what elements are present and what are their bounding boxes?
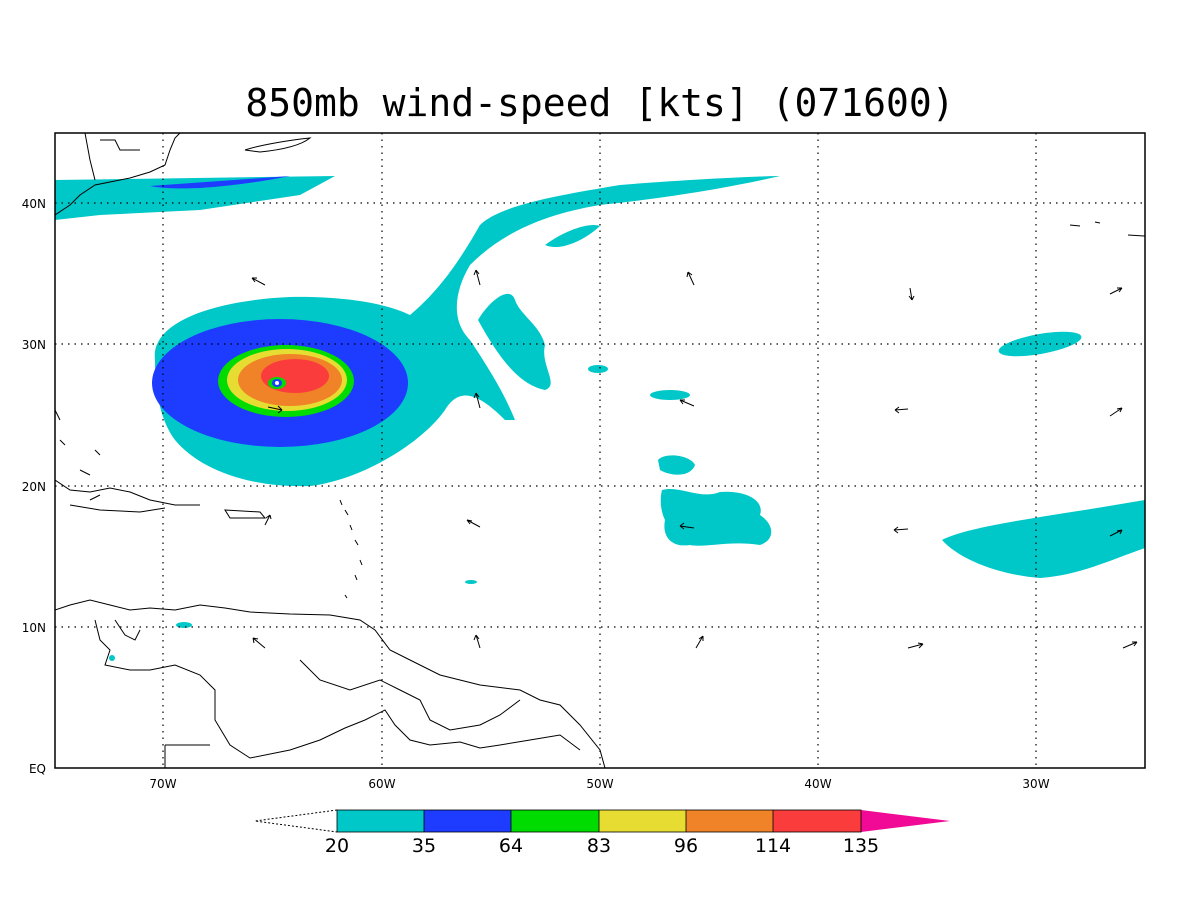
colorbar-swatch — [686, 810, 773, 832]
y-axis-labels: 40N 30N 20N 10N EQ — [22, 197, 46, 776]
colorbar-high-triangle — [861, 810, 950, 832]
y-tick-label: 20N — [22, 480, 46, 494]
y-tick-label: 10N — [22, 621, 46, 635]
x-tick-label: 40W — [804, 777, 831, 791]
x-tick-label: 50W — [586, 777, 613, 791]
y-tick-label: EQ — [29, 762, 46, 776]
colorbar-label: 35 — [412, 835, 436, 857]
colorbar-swatch — [424, 810, 511, 832]
colorbar-label: 20 — [325, 835, 349, 857]
wind-vectors — [251, 269, 1138, 649]
x-tick-label: 60W — [368, 777, 395, 791]
colorbar-label: 135 — [843, 835, 879, 857]
coastlines — [55, 133, 1145, 768]
x-tick-label: 30W — [1022, 777, 1049, 791]
colorbar-swatch — [773, 810, 861, 832]
x-axis-labels: 70W 60W 50W 40W 30W — [149, 777, 1049, 791]
map-area — [55, 133, 1145, 768]
y-tick-label: 30N — [22, 338, 46, 352]
colorbar-swatch — [337, 810, 424, 832]
x-tick-label: 70W — [149, 777, 176, 791]
colorbar-label: 96 — [674, 835, 698, 857]
y-tick-label: 40N — [22, 197, 46, 211]
colorbar-swatch — [599, 810, 686, 832]
chart-title: 850mb wind-speed [kts] (071600) — [245, 81, 954, 125]
colorbar-label: 83 — [587, 835, 611, 857]
colorbar-label: 114 — [755, 835, 791, 857]
colorbar-swatch — [511, 810, 599, 832]
colorbar-low-triangle — [254, 809, 338, 833]
map-frame — [54, 132, 1146, 769]
wind-contour-114-135 — [261, 359, 329, 393]
color-bar: 20 35 64 83 96 114 135 — [254, 809, 950, 857]
colorbar-label: 64 — [499, 835, 523, 857]
